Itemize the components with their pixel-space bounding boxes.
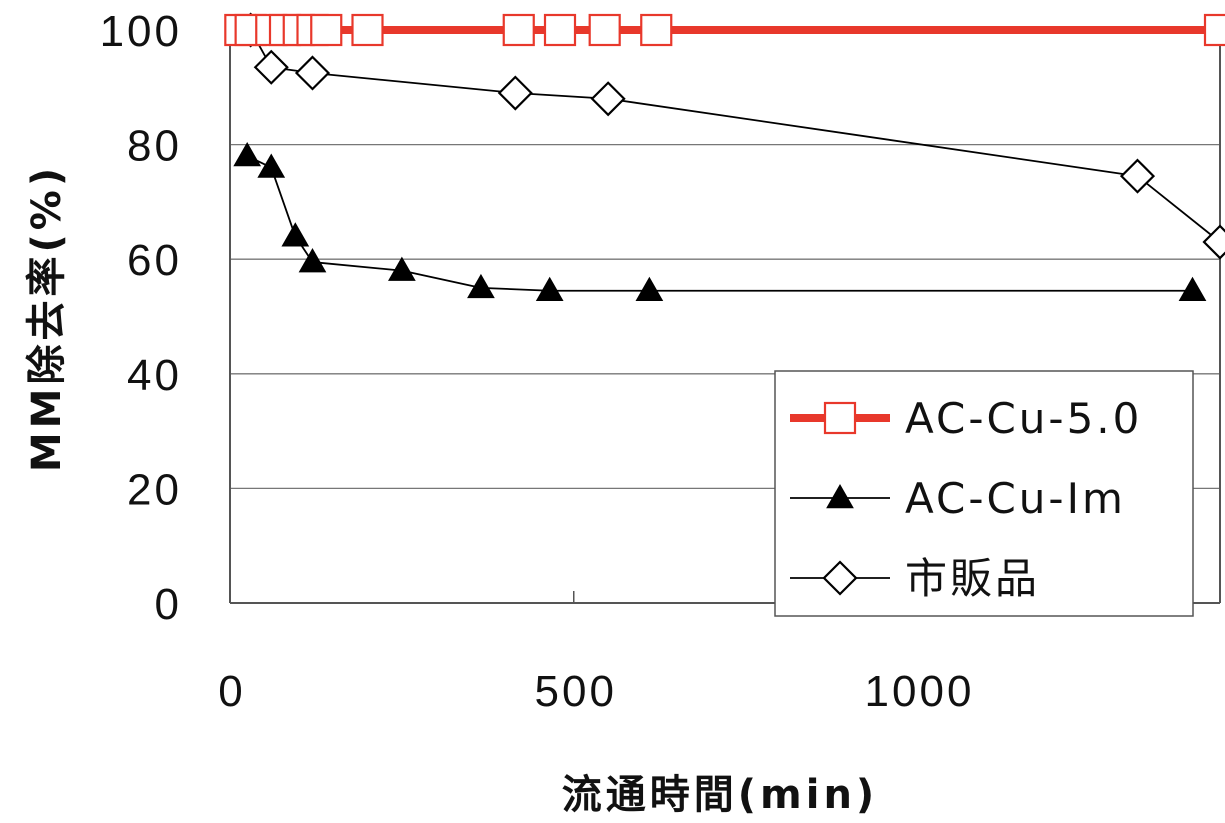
marker-square [823, 401, 857, 435]
marker-square [543, 13, 577, 47]
y-tick-label: 80 [127, 122, 182, 171]
legend-label: AC-Cu-5.0 [905, 394, 1142, 443]
x-axis-title: 流通時間(min) [562, 772, 878, 818]
series-1 [233, 142, 1207, 301]
marker-triangle [826, 483, 854, 509]
marker-diamond [822, 560, 858, 596]
marker-diamond [497, 75, 533, 111]
legend-entry: AC-Cu-5.0 [790, 394, 1142, 443]
series-layer [224, 12, 1225, 301]
marker-diamond [590, 81, 626, 117]
marker-triangle [233, 142, 262, 167]
x-tick-label: 1000 [865, 667, 975, 716]
legend-label: 市販品 [905, 554, 1040, 603]
marker-square [351, 13, 384, 47]
marker-triangle [635, 276, 664, 301]
marker-square [588, 13, 621, 47]
marker-square [502, 13, 535, 47]
series-line [246, 155, 1193, 292]
marker-triangle [467, 273, 495, 299]
series-0 [224, 13, 1225, 47]
marker-triangle [1178, 276, 1207, 301]
x-tick-label: 500 [535, 667, 617, 716]
legend: AC-Cu-5.0 AC-Cu-Im 市販品 [774, 370, 1194, 617]
marker-diamond [294, 55, 331, 91]
marker-diamond [253, 49, 289, 85]
marker-triangle [257, 153, 286, 178]
x-tick-label: 0 [218, 667, 245, 716]
series-line [249, 29, 1221, 243]
marker-triangle [535, 276, 564, 301]
legend-label: AC-Cu-Im [905, 474, 1126, 523]
legend-entry: AC-Cu-Im [790, 474, 1126, 523]
y-tick-label: 60 [127, 236, 182, 285]
legend-entry: 市販品 [790, 554, 1040, 603]
marker-triangle [388, 256, 416, 281]
y-tick-label: 0 [155, 580, 182, 629]
y-tick-label: 20 [127, 465, 182, 514]
y-tick-label: 100 [100, 7, 182, 56]
series-2 [233, 12, 1225, 260]
marker-square [1203, 13, 1225, 47]
marker-triangle [298, 248, 327, 273]
marker-triangle [281, 222, 310, 247]
y-axis-title: MM除去率(%) [24, 164, 70, 472]
marker-square [310, 13, 343, 47]
marker-diamond [1119, 158, 1156, 194]
marker-square [640, 13, 673, 47]
marker-diamond [1202, 224, 1225, 260]
y-tick-label: 40 [127, 351, 182, 400]
